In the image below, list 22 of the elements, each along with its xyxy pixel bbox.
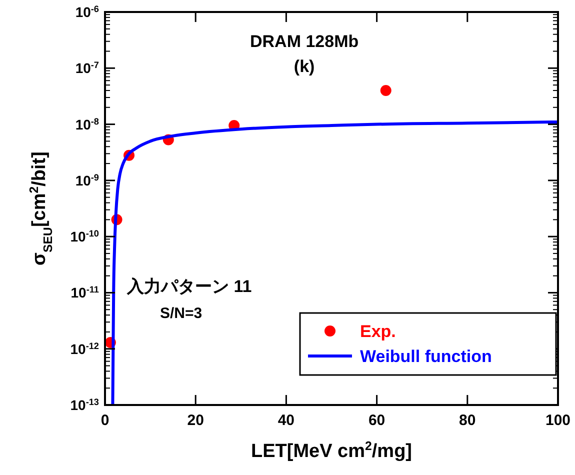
x-tick-label: 60 <box>368 412 386 429</box>
legend-label: Exp. <box>360 322 396 341</box>
y-tick-label: 10$^{-8}$ <box>75 116 99 132</box>
legend-label: Weibull function <box>360 347 492 366</box>
y-tick-label: 10$^{-13}$ <box>70 397 99 413</box>
annotation: 入力パターン 11 <box>126 277 252 296</box>
annotation: S/N=3 <box>160 305 202 322</box>
text: DRAM 128Mb <box>250 32 359 51</box>
y-tick-label: 10$^{-12}$ <box>70 340 99 357</box>
y-tick-label: 10$^{-9}$ <box>75 172 99 188</box>
y-tick-label: 10$^{-10}$ <box>70 228 99 245</box>
y-tick-label: 10$^{-11}$ <box>70 284 99 301</box>
x-tick-label: 20 <box>187 412 204 429</box>
x-tick-label: 80 <box>459 412 476 429</box>
x-axis-title: LET[MeV cm$^{2}$/mg] <box>250 439 412 462</box>
x-tick-label: 40 <box>278 412 295 429</box>
y-tick-label: 10$^{-6}$ <box>75 4 99 20</box>
y-tick-label: 10$^{-7}$ <box>75 60 99 76</box>
point <box>380 84 392 96</box>
x-tick-label: 100 <box>545 412 571 429</box>
x-tick-label: 0 <box>100 412 110 429</box>
text: (k) <box>294 57 315 76</box>
